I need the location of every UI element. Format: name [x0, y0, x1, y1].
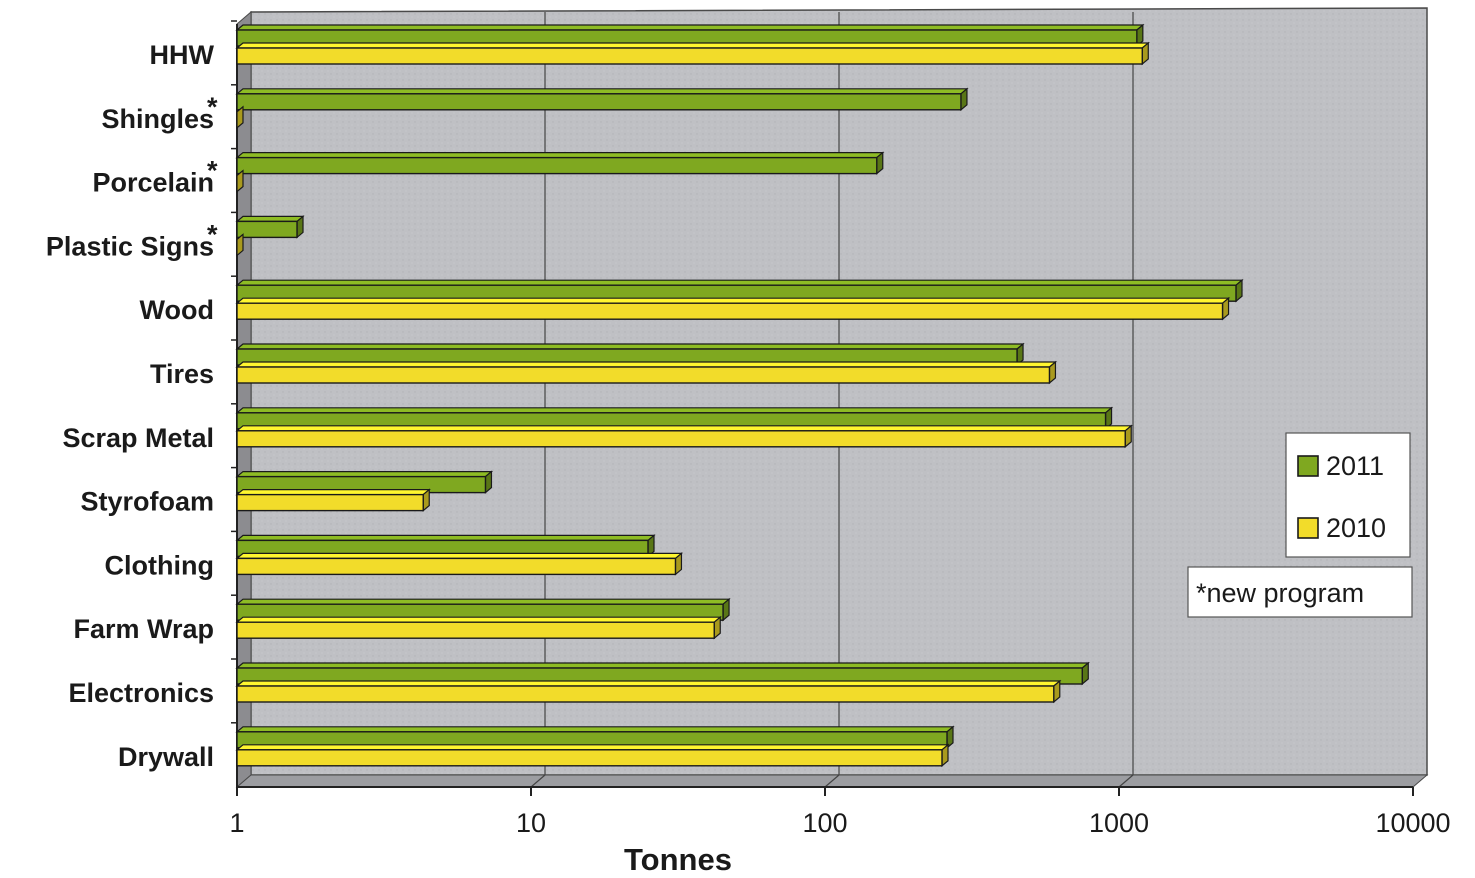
category-label-tires: Tires: [150, 359, 214, 389]
bar-front-face: [236, 493, 424, 512]
bar-end-face: [236, 169, 244, 193]
category-label-wood: Wood: [140, 295, 214, 325]
bar-front-face: [236, 366, 1051, 384]
bar-top-face: [235, 361, 1058, 368]
bar-top-face: [235, 552, 684, 560]
category-label-drywall: Drywall: [118, 742, 214, 772]
bar-end-face: [236, 233, 244, 257]
category-label-styrofoam: Styrofoam: [80, 487, 214, 517]
x-tick-label-1000: 1000: [1089, 808, 1149, 838]
note-box: [1187, 566, 1413, 618]
bar-front-face: [236, 93, 962, 111]
bar-top-face: [235, 425, 1133, 432]
bar-top-face: [235, 534, 656, 542]
bar-top-face: [235, 343, 1025, 350]
bar-drywall-2010: [235, 743, 950, 768]
bar-top-face: [235, 407, 1114, 414]
x-tick-label-100: 100: [802, 808, 847, 838]
bar-top-face: [235, 42, 1150, 49]
bar-tires-2010: [235, 360, 1058, 385]
bar-farm-wrap-2010: [235, 615, 722, 640]
category-label-scrap-metal: Scrap Metal: [62, 423, 214, 453]
legend-swatch-2011: [1297, 455, 1319, 477]
bar-shingles-2011: [235, 87, 969, 112]
bar-electronics-2010: [235, 679, 1062, 704]
bar-top-face: [235, 726, 955, 733]
legend-label-2010: 2010: [1326, 513, 1386, 543]
bar-porcelain-2010: [236, 169, 244, 193]
bar-top-face: [235, 471, 494, 478]
bar-front-face: [236, 430, 1126, 448]
bar-farm-wrap-2011: [235, 597, 731, 622]
bar-plastic-signs-2010: [236, 233, 244, 257]
bar-front-face: [236, 220, 298, 239]
bar-clothing-2011: [235, 534, 656, 558]
bar-top-face: [235, 152, 885, 159]
bar-front-face: [236, 47, 1143, 65]
category-label-plastic-signs: Plastic Signs: [46, 231, 214, 261]
bar-clothing-2010: [235, 552, 684, 576]
bar-shingles-2010: [236, 105, 244, 130]
new-program-marker-plastic-signs: *: [207, 219, 218, 249]
bar-top-face: [235, 598, 731, 605]
legend-swatch-2010: [1297, 517, 1319, 539]
bar-front-face: [236, 156, 878, 175]
bar-top-face: [235, 88, 969, 95]
category-label-electronics: Electronics: [68, 678, 214, 708]
x-tick-label-10000: 10000: [1375, 808, 1450, 838]
x-tick-label-10: 10: [516, 808, 546, 838]
bar-front-face: [236, 302, 1224, 320]
gridline-floor-100: [824, 774, 840, 788]
bar-wood-2011: [235, 278, 1244, 303]
category-label-porcelain: Porcelain: [92, 168, 214, 198]
category-label-hhw: HHW: [150, 40, 215, 70]
bar-front-face: [236, 685, 1055, 703]
bar-top-face: [235, 662, 1090, 669]
x-tick-label-1: 1: [229, 808, 244, 838]
x-axis-title: Tonnes: [624, 842, 732, 873]
note-new-program: *new program: [1196, 578, 1364, 608]
gridline-floor-10: [530, 774, 546, 788]
new-program-marker-shingles: *: [207, 92, 218, 122]
bar-hhw-2010: [235, 41, 1150, 66]
legend-label-2011: 2011: [1326, 451, 1384, 481]
bar-top-face: [235, 24, 1145, 31]
bar-styrofoam-2011: [235, 470, 494, 494]
bar-top-face: [235, 297, 1231, 304]
bar-wood-2010: [235, 296, 1231, 321]
bar-plastic-signs-2011: [235, 215, 305, 239]
new-program-marker-porcelain: *: [207, 156, 218, 186]
bar-drywall-2011: [235, 725, 955, 750]
gridline-floor-1000: [1118, 774, 1134, 788]
bar-front-face: [236, 621, 715, 639]
bar-scrap-metal-2010: [235, 424, 1133, 449]
bar-scrap-metal-2011: [235, 406, 1114, 431]
bar-top-face: [235, 279, 1244, 286]
bar-electronics-2011: [235, 661, 1090, 686]
bar-top-face: [235, 744, 950, 751]
category-label-shingles: Shingles: [101, 104, 214, 134]
bar-top-face: [235, 215, 305, 222]
category-label-farm-wrap: Farm Wrap: [73, 614, 214, 644]
bar-end-face: [236, 105, 244, 130]
bar-top-face: [235, 489, 431, 496]
bar-porcelain-2011: [235, 151, 885, 175]
bar-tires-2011: [235, 342, 1025, 367]
bar-front-face: [236, 749, 943, 767]
bar-styrofoam-2010: [235, 488, 431, 512]
bar-top-face: [235, 616, 722, 623]
bar-front-face: [236, 557, 677, 576]
bar-top-face: [235, 680, 1062, 687]
category-label-clothing: Clothing: [105, 550, 214, 580]
